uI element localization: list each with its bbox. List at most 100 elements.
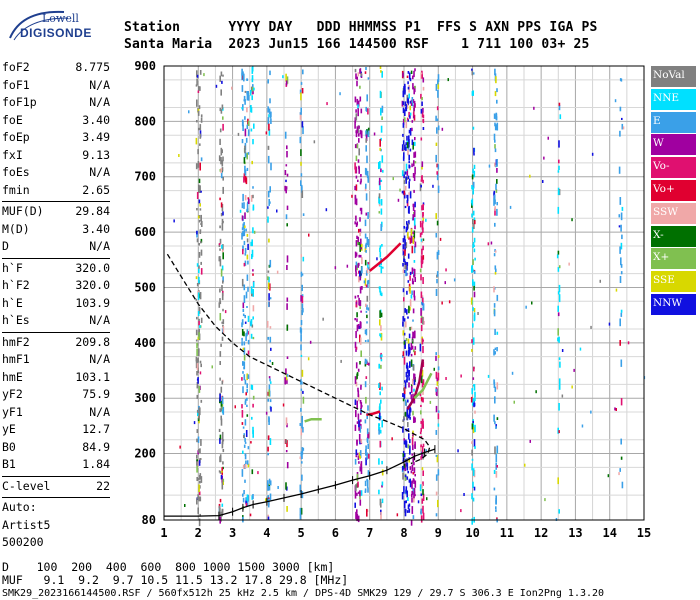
echo-dot	[359, 321, 362, 329]
echo-dot	[221, 223, 224, 231]
echo-dot	[198, 332, 200, 339]
echo-dot	[378, 177, 381, 186]
echo-dot	[200, 157, 203, 162]
echo-dot	[408, 333, 411, 339]
echo-dot	[558, 378, 561, 386]
echo-dot	[219, 301, 222, 305]
echo-dot	[354, 144, 357, 149]
echo-dot	[419, 343, 422, 352]
echo-dot	[365, 145, 367, 152]
echo-dot	[403, 440, 406, 445]
echo-dot	[471, 458, 474, 461]
echo-dot	[379, 245, 382, 249]
echo-dot	[300, 428, 303, 436]
echo-dot	[199, 496, 202, 502]
echo-dot	[409, 191, 412, 199]
echo-dot	[607, 474, 610, 478]
echo-dot	[410, 70, 413, 74]
echo-dot	[198, 86, 200, 91]
echo-dot	[558, 430, 560, 434]
echo-dot	[219, 408, 221, 413]
echo-dot	[247, 197, 250, 200]
echo-dot	[408, 236, 410, 240]
echo-dot	[364, 419, 367, 424]
echo-dot	[198, 265, 200, 269]
echo-dot	[404, 261, 407, 265]
echo-dot	[494, 144, 496, 149]
echo-dot	[358, 148, 360, 156]
echo-dot	[199, 325, 201, 329]
logo-arc-icon	[9, 10, 69, 41]
echo-dot	[558, 159, 560, 164]
echo-dot	[401, 144, 404, 151]
echo-dot	[494, 386, 497, 392]
echo-dot	[270, 162, 272, 171]
echo-dot	[366, 129, 368, 136]
echo-dot	[244, 453, 247, 456]
echo-dot	[300, 332, 302, 335]
echo-dot	[361, 286, 363, 290]
echo-dot	[366, 94, 368, 102]
echo-dot	[364, 259, 367, 266]
echo-dot	[200, 249, 203, 256]
echo-dot	[409, 128, 412, 136]
echo-dot	[403, 190, 406, 196]
echo-dot	[247, 243, 249, 250]
legend-item: SSW	[651, 202, 696, 224]
echo-dot	[197, 161, 200, 168]
echo-dot	[495, 189, 498, 193]
echo-dot	[436, 106, 439, 111]
echo-dot	[300, 271, 303, 277]
echo-dot	[360, 207, 363, 215]
echo-dot	[404, 85, 406, 93]
param-row: foF1p N/A	[2, 95, 110, 113]
echo-dot	[379, 310, 381, 318]
echo-dot	[380, 312, 383, 318]
echo-dot	[420, 493, 423, 496]
echo-dot	[301, 381, 303, 385]
echo-dot	[471, 227, 474, 233]
echo-dot	[268, 486, 271, 491]
echo-dot	[494, 222, 496, 227]
param-row: foEp 3.49	[2, 130, 110, 148]
echo-dot	[179, 445, 181, 449]
echo-dot	[339, 92, 341, 96]
echo-dot	[472, 279, 474, 286]
param-label: B0	[2, 439, 16, 454]
echo-dot	[614, 407, 616, 411]
echo-dot	[284, 186, 287, 191]
echo-dot	[608, 322, 611, 326]
echo-dot	[357, 413, 360, 420]
echo-dot	[412, 478, 415, 482]
echo-dot	[557, 328, 559, 336]
echo-dot	[407, 444, 410, 449]
echo-dot	[402, 140, 405, 145]
echo-dot	[436, 171, 438, 175]
echo-dot	[402, 472, 404, 480]
echo-trace	[413, 372, 433, 400]
echo-dot	[365, 168, 368, 176]
echo-dot	[403, 416, 405, 420]
echo-dot	[410, 385, 413, 393]
echo-dot	[359, 244, 361, 252]
echo-dot	[221, 510, 223, 517]
echo-dot	[358, 394, 360, 402]
echo-dot	[378, 211, 381, 214]
param-row: foE 3.40	[2, 113, 110, 131]
echo-dot	[198, 348, 200, 353]
echo-dot	[396, 513, 399, 517]
echo-dot	[473, 244, 475, 247]
echo-dot	[355, 449, 358, 456]
echo-dot	[242, 245, 244, 251]
echo-dot	[411, 245, 414, 254]
echo-dot	[437, 82, 440, 89]
echo-dot	[243, 157, 246, 164]
echo-dot	[493, 198, 495, 206]
echo-dot	[472, 307, 474, 311]
echo-dot	[247, 120, 250, 126]
echo-dot	[221, 149, 223, 154]
echo-dot	[414, 137, 416, 141]
echo-dot	[276, 209, 278, 213]
echo-dot	[496, 159, 498, 167]
echo-dot	[359, 276, 362, 281]
